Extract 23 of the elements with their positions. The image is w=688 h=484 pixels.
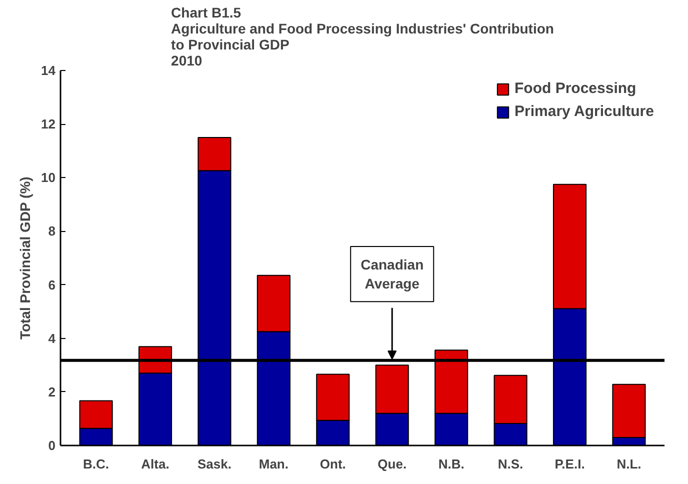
y-tick-label: 12 [41,116,56,132]
x-tick-label: Ont. [320,456,346,472]
y-tick-label: 2 [48,384,56,400]
x-tick-label: N.B. [438,456,464,472]
legend-label: Food Processing [514,80,636,97]
x-tick-label: N.L. [616,456,642,472]
y-axis-title: Total Provincial GDP (%) [17,176,34,340]
y-tick-label: 10 [41,170,56,186]
y-tick-label: 8 [48,224,56,239]
x-tick-label: B.C. [83,456,110,472]
x-tick-label: Man. [258,456,288,472]
x-tick-label: N.S. [498,456,524,472]
x-tick-label: Sask. [197,456,232,472]
chart-title: Chart B1.5 Agriculture and Food Processing Industries' Contribution to Provincial GDP 2010 [171,4,554,68]
x-tick-label: Alta. [141,456,170,472]
y-tick-label: 4 [48,330,56,346]
y-tick-label: 14 [41,63,56,78]
legend-label: Primary Agriculture [514,103,654,120]
x-tick-label: P.E.I. [554,456,585,472]
y-tick-label: 6 [48,277,56,292]
ref-line-label: Canadian Average [360,256,424,292]
x-tick-label: Que. [378,456,407,472]
y-tick-label: 0 [48,438,56,453]
